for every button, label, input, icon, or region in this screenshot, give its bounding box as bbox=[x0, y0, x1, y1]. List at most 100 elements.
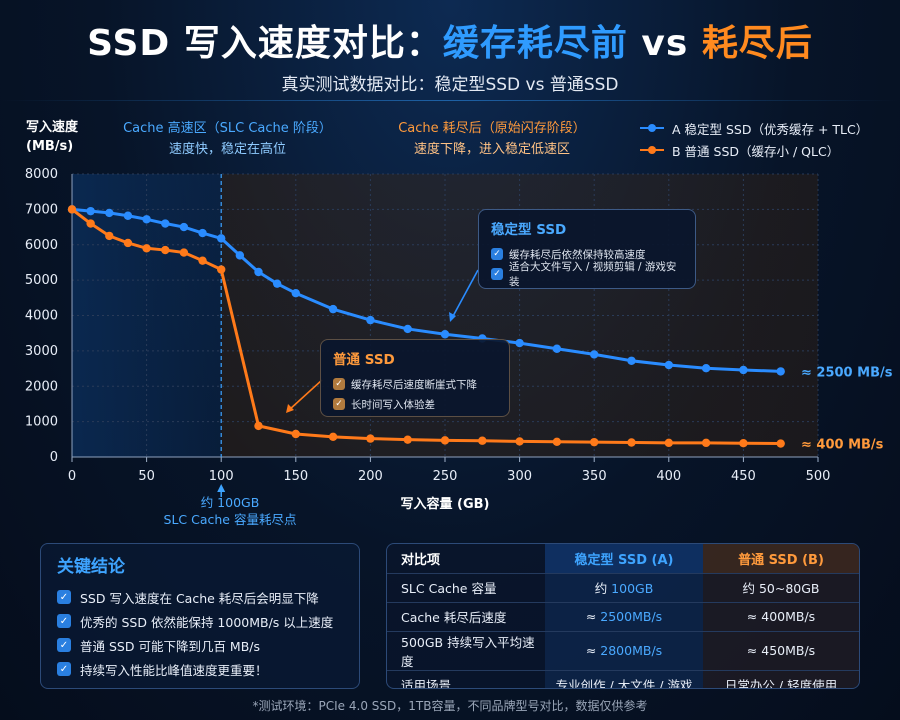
conclusion-item: ✓ SSD 写入速度在 Cache 耗尽后会明显下降 bbox=[57, 585, 343, 609]
data-point-a bbox=[701, 364, 711, 373]
data-point-a bbox=[291, 289, 300, 298]
y-tick-label: 0 bbox=[50, 450, 58, 465]
table-cell-value: 100GB bbox=[611, 581, 654, 596]
checkbox-icon: ✓ bbox=[491, 268, 503, 280]
table-cell-value: 2500MB/s bbox=[600, 609, 663, 624]
series-end-label-a: ≈ 2500 MB/s bbox=[801, 365, 893, 380]
data-point-a bbox=[105, 208, 114, 218]
table-cell-value: 专业创作 / 大文件 / 游戏 bbox=[555, 678, 693, 689]
callout-arrow-b-icon bbox=[286, 404, 294, 413]
data-point-a bbox=[328, 304, 338, 314]
legend-label-a: A 稳定型 SSD（优秀缓存 + TLC） bbox=[672, 121, 869, 137]
table-row: SLC Cache 容量 约 100GB 约 50~80GB bbox=[387, 573, 859, 603]
data-point-a bbox=[366, 315, 375, 325]
series-end-label-b: ≈ 400 MB/s bbox=[801, 438, 884, 453]
table-cell-value: 2800MB/s bbox=[600, 643, 663, 658]
zone-cache-label: Cache 高速区（SLC Cache 阶段） 速度快，稳定在高位 bbox=[100, 118, 355, 160]
table-cell-prefix: ≈ bbox=[585, 643, 601, 658]
checkbox-icon: ✓ bbox=[57, 662, 71, 676]
table-cell-stable: 专业创作 / 大文件 / 游戏 bbox=[545, 670, 703, 689]
table-cell-label: Cache 耗尽后速度 bbox=[387, 602, 545, 632]
x-tick-label: 500 bbox=[806, 469, 831, 484]
legend-item-b: B 普通 SSD（缓存小 / QLC） bbox=[640, 139, 868, 161]
table-cell-prefix: ≈ bbox=[585, 609, 601, 624]
callout-normal-text: 缓存耗尽后速度断崖式下降 bbox=[351, 378, 477, 391]
zone-exhausted-line2: 速度下降，进入稳定低速区 bbox=[413, 142, 570, 157]
data-point-b bbox=[105, 231, 114, 241]
data-point-b bbox=[478, 436, 487, 445]
y-tick-label: 8000 bbox=[25, 167, 58, 182]
conclusion-text: 普通 SSD 可能下降到几百 MB/s bbox=[80, 638, 260, 654]
data-point-b bbox=[67, 205, 77, 214]
x-tick-label: 200 bbox=[358, 469, 383, 484]
data-point-a bbox=[515, 338, 524, 348]
zone-cache-line1: Cache 高速区（SLC Cache 阶段） bbox=[123, 121, 332, 136]
data-point-b bbox=[590, 437, 599, 447]
zone-exhausted-label: Cache 耗尽后（原始闪存阶段） 速度下降，进入稳定低速区 bbox=[372, 118, 612, 160]
cache-note-line1: 约 100GB bbox=[200, 495, 260, 510]
zone-cache-line2: 速度快，稳定在高位 bbox=[168, 142, 286, 157]
callout-pointer-a bbox=[451, 269, 479, 319]
data-point-a bbox=[272, 279, 282, 288]
title-after-cache: 耗尽后 bbox=[701, 23, 813, 64]
cache-boundary-arrow-icon bbox=[217, 484, 226, 492]
table-header-item: 对比项 bbox=[387, 544, 545, 574]
y-axis-label-line2: (MB/s) bbox=[26, 139, 74, 154]
key-conclusions-panel: 关键结论 ✓ SSD 写入速度在 Cache 耗尽后会明显下降 ✓ 优秀的 SSD … bbox=[40, 543, 360, 689]
table-row: 适用场景 专业创作 / 大文件 / 游戏 日常办公 / 轻度使用 bbox=[387, 670, 859, 689]
conclusion-text: 优秀的 SSD 依然能保持 1000MB/s 以上速度 bbox=[80, 614, 334, 630]
callout-stable-item: ✓ 适合大文件写入 / 视频剪辑 / 游戏安装 bbox=[491, 261, 683, 288]
data-point-b bbox=[403, 435, 412, 444]
data-point-b bbox=[776, 439, 785, 448]
data-point-b bbox=[123, 238, 133, 248]
data-point-b bbox=[142, 244, 151, 253]
data-point-a bbox=[235, 251, 245, 260]
y-axis-label: 写入速度 (MB/s) bbox=[26, 118, 78, 156]
data-point-a bbox=[142, 215, 151, 224]
conclusion-text: SSD 写入速度在 Cache 耗尽后会明显下降 bbox=[80, 590, 319, 606]
data-point-b bbox=[86, 219, 95, 228]
callout-normal-text: 长时间写入体验差 bbox=[351, 398, 435, 411]
data-point-a bbox=[590, 350, 599, 359]
x-tick-label: 350 bbox=[582, 469, 607, 484]
data-point-b bbox=[701, 438, 711, 448]
data-point-b bbox=[515, 437, 524, 446]
y-axis-label-line1: 写入速度 bbox=[26, 120, 79, 135]
table-cell-stable: ≈ 2500MB/s bbox=[545, 602, 703, 632]
y-tick-label: 7000 bbox=[25, 202, 58, 217]
data-point-b bbox=[198, 256, 207, 265]
conclusions-title: 关键结论 bbox=[57, 557, 125, 577]
data-point-b bbox=[254, 421, 263, 431]
table-cell-stable: ≈ 2800MB/s bbox=[545, 631, 703, 671]
data-point-a bbox=[217, 234, 226, 243]
header-divider bbox=[0, 100, 900, 101]
x-tick-label: 450 bbox=[731, 469, 756, 484]
legend-item-a: A 稳定型 SSD（优秀缓存 + TLC） bbox=[640, 117, 868, 139]
callout-normal-ssd: 普通 SSD ✓ 缓存耗尽后速度断崖式下降 ✓ 长时间写入体验差 bbox=[320, 339, 510, 417]
data-point-a bbox=[161, 219, 170, 228]
table-row: 500GB 持续写入平均速度 ≈ 2800MB/s ≈ 450MB/s bbox=[387, 631, 859, 671]
data-point-a bbox=[627, 356, 636, 365]
checkbox-icon: ✓ bbox=[57, 638, 71, 652]
callout-stable-ssd: 稳定型 SSD ✓ 缓存耗尽后依然保持较高速度 ✓ 适合大文件写入 / 视频剪辑 /… bbox=[478, 209, 696, 289]
title-before-cache: 缓存耗尽前 bbox=[442, 23, 628, 64]
data-point-a bbox=[552, 344, 562, 353]
conclusion-item: ✓ 普通 SSD 可能下降到几百 MB/s bbox=[57, 633, 343, 657]
zone-exhausted-line1: Cache 耗尽后（原始闪存阶段） bbox=[398, 121, 586, 136]
x-tick-label: 300 bbox=[507, 469, 532, 484]
callout-stable-text: 适合大文件写入 / 视频剪辑 / 游戏安装 bbox=[509, 261, 677, 288]
callout-stable-item: ✓ 缓存耗尽后依然保持较高速度 bbox=[491, 244, 683, 264]
data-point-a bbox=[123, 211, 133, 220]
table-cell-label: 500GB 持续写入平均速度 bbox=[387, 631, 545, 671]
data-point-b bbox=[552, 437, 562, 446]
callout-stable-text: 缓存耗尽后依然保持较高速度 bbox=[509, 248, 646, 261]
y-tick-label: 4000 bbox=[25, 309, 58, 324]
legend-swatch-b bbox=[640, 145, 664, 155]
title-prefix: SSD 写入速度对比： bbox=[87, 23, 443, 64]
table-cell-normal: 约 50~80GB bbox=[703, 573, 859, 603]
chart-legend: A 稳定型 SSD（优秀缓存 + TLC） B 普通 SSD（缓存小 / QLC… bbox=[640, 117, 868, 161]
data-point-b bbox=[440, 436, 450, 445]
data-point-a bbox=[86, 206, 95, 216]
page-subtitle: 真实测试数据对比：稳定型SSD vs 普通SSD bbox=[281, 75, 619, 95]
title-vs: vs bbox=[627, 23, 702, 64]
